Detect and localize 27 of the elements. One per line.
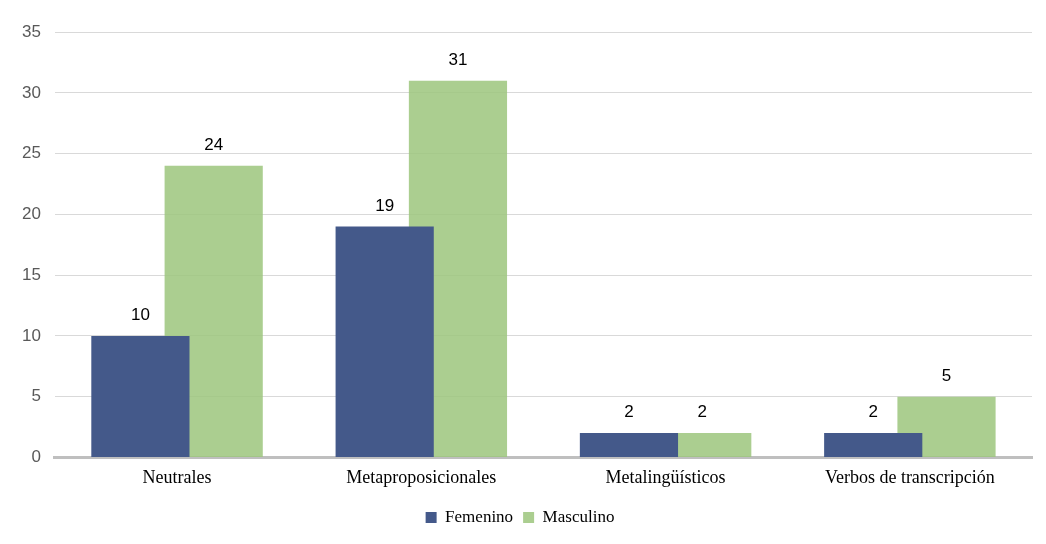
legend-label: Femenino bbox=[445, 506, 514, 526]
y-tick-label: 5 bbox=[31, 386, 41, 406]
y-tick-label: 15 bbox=[21, 264, 41, 284]
x-tick-label: Metalingüísticos bbox=[605, 466, 726, 487]
data-label: 31 bbox=[448, 49, 468, 69]
bar bbox=[335, 226, 434, 457]
data-label: 24 bbox=[204, 135, 224, 155]
data-label: 2 bbox=[697, 402, 707, 422]
bar bbox=[91, 335, 190, 457]
data-label: 19 bbox=[375, 195, 395, 215]
y-tick-label: 35 bbox=[21, 21, 41, 41]
y-tick-label: 10 bbox=[21, 325, 41, 345]
y-tick-label: 0 bbox=[31, 447, 41, 467]
legend-label: Masculino bbox=[542, 506, 615, 526]
x-tick-label: Neutrales bbox=[142, 466, 212, 487]
bar bbox=[897, 396, 996, 457]
y-tick-label: 25 bbox=[21, 143, 41, 163]
x-tick-label: Verbos de transcripción bbox=[824, 466, 995, 487]
x-tick-label: Metaproposicionales bbox=[346, 466, 497, 487]
bar bbox=[824, 433, 923, 457]
y-tick-label: 30 bbox=[21, 82, 41, 102]
data-label: 2 bbox=[624, 402, 634, 422]
bar bbox=[579, 433, 679, 457]
y-tick-label: 20 bbox=[21, 204, 41, 224]
data-label: 5 bbox=[941, 365, 952, 385]
data-label: 2 bbox=[868, 402, 878, 422]
data-label: 10 bbox=[130, 305, 150, 325]
